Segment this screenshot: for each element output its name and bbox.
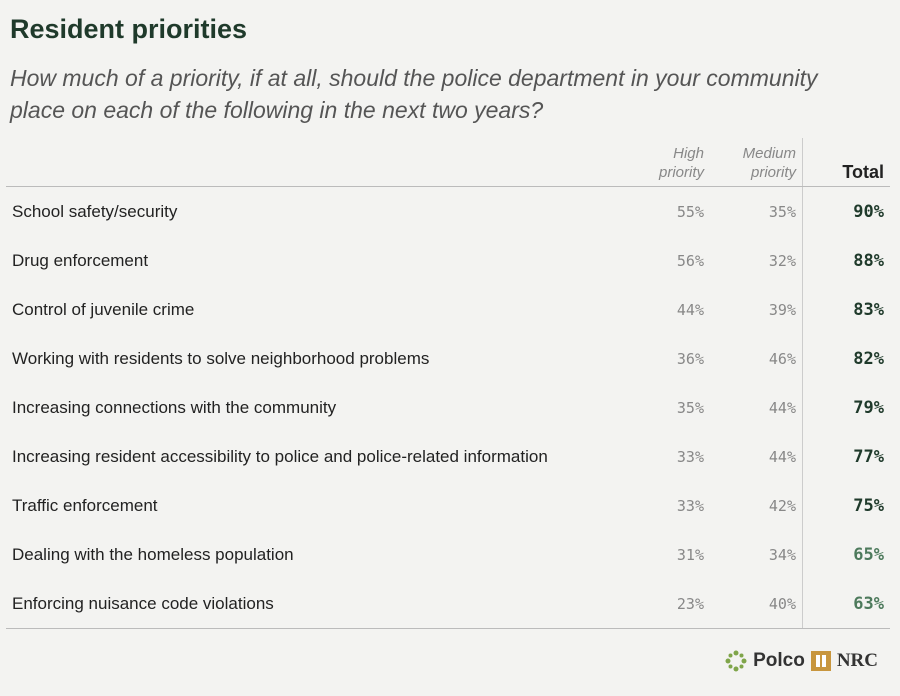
- table-row: Increasing connections with the communit…: [6, 383, 890, 432]
- row-label: Drug enforcement: [12, 250, 149, 270]
- footer: Polco NRC: [725, 650, 878, 672]
- value-cell: 34%: [768, 545, 796, 564]
- row-label: Increasing resident accessibility to pol…: [12, 446, 548, 466]
- brand: NRC: [836, 650, 878, 671]
- table-row: Enforcing nuisance code violations 23% 40%…: [6, 579, 890, 629]
- value-cell: 23%: [618, 579, 710, 629]
- value-cell: 39%: [768, 300, 796, 319]
- table: High priority Medium priority Total Scho…: [6, 138, 890, 629]
- title: Resident priorities: [10, 14, 248, 44]
- header-row: High priority Medium priority Total: [6, 138, 890, 187]
- value-cell: 36%: [676, 349, 704, 368]
- header-cell: [6, 138, 618, 187]
- table-row: Increasing resident accessibility to pol…: [6, 432, 890, 481]
- table-body: School safety/security 55% 35% 90% Drug enfo…: [6, 186, 890, 629]
- total-cell: 77%: [802, 432, 890, 481]
- row-label: Control of juvenile crime: [12, 299, 195, 319]
- total-cell: 83%: [802, 285, 890, 334]
- value-cell: 33%: [676, 447, 704, 466]
- table-row: Working with residents to solve neighbor…: [6, 334, 890, 383]
- header-cell: High priority: [618, 138, 710, 187]
- value-cell: 31%: [676, 545, 704, 564]
- total-cell: 90%: [802, 186, 890, 236]
- total-cell: 82%: [802, 334, 890, 383]
- value-cell: 33%: [676, 496, 704, 515]
- value-cell: 46%: [768, 349, 796, 368]
- row-label: Working with residents to solve neighbor…: [12, 348, 430, 368]
- table-row: Dealing with the homeless population 31% 3…: [6, 530, 890, 579]
- value-cell: 40%: [710, 579, 803, 629]
- value-cell: 44%: [768, 447, 796, 466]
- header-cell: Medium priority: [710, 138, 803, 187]
- brand: Polco: [753, 650, 805, 671]
- total-cell: 63%: [802, 579, 890, 629]
- row-label: Traffic enforcement: [12, 495, 158, 515]
- value-cell: 56%: [676, 251, 704, 270]
- row-label: Increasing connections with the communit…: [12, 397, 337, 417]
- subtitle: How much of a priority, if at all, shoul…: [10, 65, 818, 123]
- value-cell: 44%: [676, 300, 704, 319]
- table-row: Control of juvenile crime 44% 39% 83%: [6, 285, 890, 334]
- table-row: School safety/security 55% 35% 90%: [6, 186, 890, 236]
- total-cell: 65%: [802, 530, 890, 579]
- polco-logo: [725, 650, 747, 672]
- value-cell: 44%: [768, 398, 796, 417]
- nrc-logo: [810, 651, 831, 671]
- row-label: Enforcing nuisance code violations: [6, 579, 618, 629]
- value-cell: 55%: [676, 202, 704, 221]
- value-cell: 32%: [768, 251, 796, 270]
- total-cell: 79%: [802, 383, 890, 432]
- row-label: Dealing with the homeless population: [12, 544, 294, 564]
- value-cell: 35%: [676, 398, 704, 417]
- header-cell: Total: [802, 138, 890, 187]
- value-cell: 42%: [768, 496, 796, 515]
- table-row: Traffic enforcement 33% 42% 75%: [6, 481, 890, 530]
- total-cell: 75%: [802, 481, 890, 530]
- value-cell: 35%: [768, 202, 796, 221]
- total-cell: 88%: [802, 236, 890, 285]
- table-row: Drug enforcement 56% 32% 88%: [6, 236, 890, 285]
- row-label: School safety/security: [12, 201, 178, 221]
